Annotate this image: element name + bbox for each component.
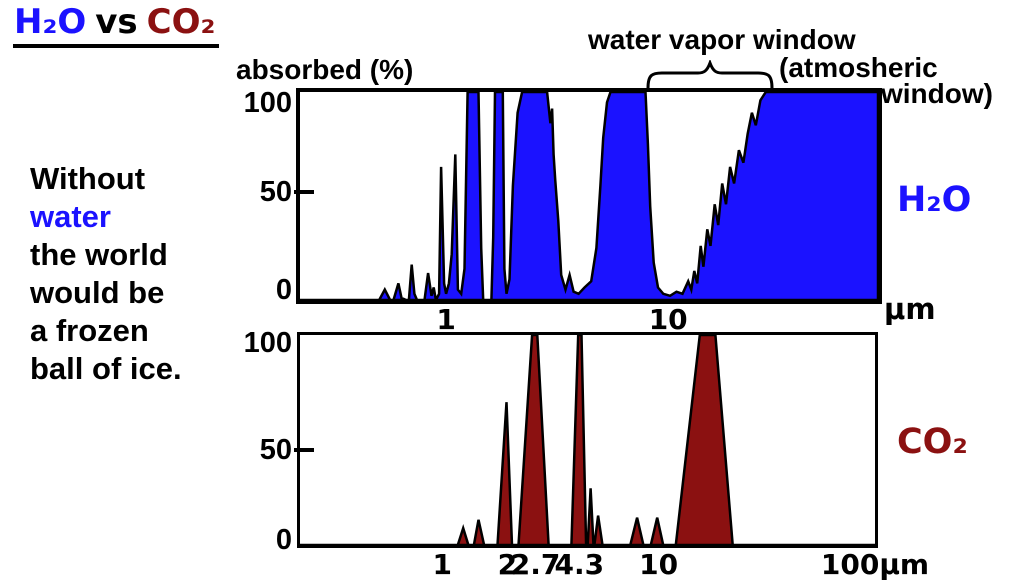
co2-x-tick-label-100: 100μm <box>820 548 930 581</box>
co2-spectrum-svg <box>300 335 875 545</box>
h2o-x-tick-label-1: 1 <box>436 303 456 336</box>
y-axis-title: absorbed (%) <box>236 54 414 85</box>
co2-x-tick-label-2: 2 <box>497 548 518 581</box>
co2-x-tick-label-4.3: 4.3 <box>554 548 605 581</box>
title-h2o: H₂O <box>14 2 87 42</box>
co2-series-label: CO₂ <box>897 422 968 462</box>
co2-ytick-0: 0 <box>275 524 292 556</box>
h2o-chart <box>300 92 878 300</box>
brace-icon <box>646 60 774 90</box>
note-line: Without <box>30 161 146 196</box>
co2-50-tick-mark <box>294 448 314 452</box>
co2-ytick-50: 50 <box>259 434 292 466</box>
note-line: would be <box>30 275 165 310</box>
h2o-ytick-50: 50 <box>259 176 292 208</box>
h2o-x-unit-label: μm <box>884 292 936 326</box>
h2o-spectrum-svg <box>300 92 878 300</box>
annotation-water-vapor-window: water vapor window <box>588 24 856 55</box>
co2-series-area <box>300 335 875 545</box>
co2-x-tick-label-10: 10 <box>639 548 679 581</box>
note-line: ball of ice. <box>30 351 182 386</box>
co2-x-tick-label-1: 1 <box>432 548 453 581</box>
h2o-x-axis-ticks: 1 10 <box>300 303 878 336</box>
annotation-atmospheric-window-line1: (atmosheric <box>779 52 938 83</box>
title-vs: vs <box>95 2 138 42</box>
note-line: a frozen <box>30 313 149 348</box>
title-co2: CO₂ <box>146 2 216 42</box>
co2-x-tick-label-2.7: 2.7 <box>510 548 561 581</box>
h2o-series-label: H₂O <box>897 180 972 220</box>
h2o-ytick-100: 100 <box>243 87 292 119</box>
note-line: the world <box>30 237 168 272</box>
co2-x-axis-ticks: 1 2 2.7 4.3 10 100μm <box>300 548 930 581</box>
h2o-series-area <box>300 92 878 300</box>
annotation-atmospheric-window-line2: window) <box>881 78 993 109</box>
note-line: water <box>30 199 111 234</box>
side-note: Without water the world would be a froze… <box>30 160 182 388</box>
co2-chart-frame <box>297 332 878 548</box>
co2-ytick-100: 100 <box>243 327 292 359</box>
h2o-50-tick-mark <box>294 190 314 194</box>
co2-chart <box>300 335 875 545</box>
h2o-ytick-0: 0 <box>275 274 292 306</box>
page-title: H₂O vs CO₂ <box>13 2 220 48</box>
h2o-x-tick-label-10: 10 <box>648 303 688 336</box>
